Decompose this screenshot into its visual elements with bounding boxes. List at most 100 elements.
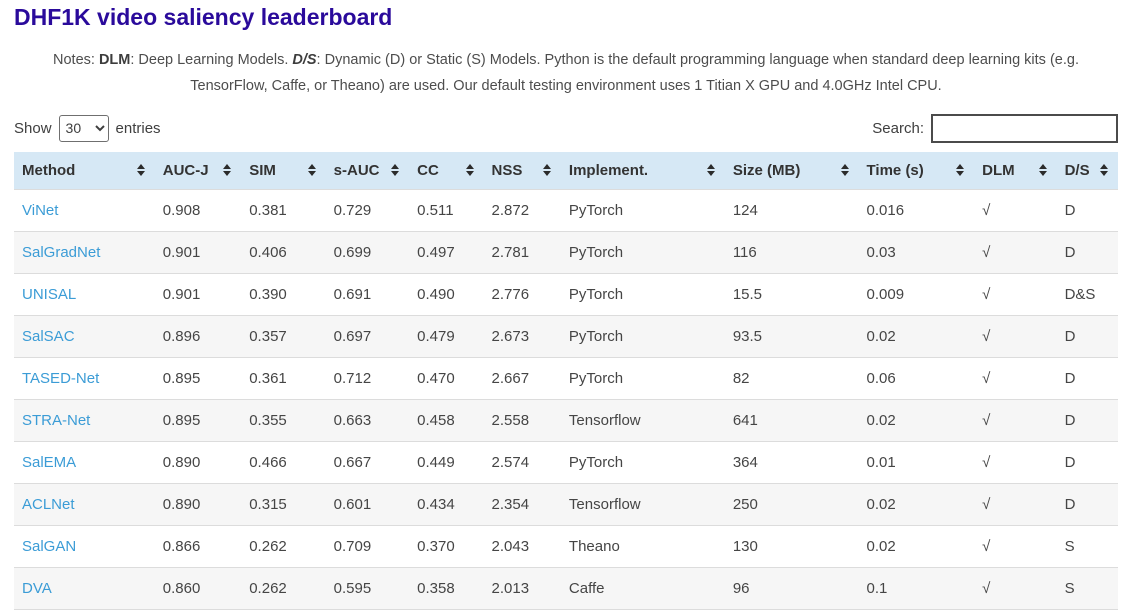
search-input[interactable] xyxy=(931,113,1118,143)
column-header-d-s[interactable]: D/S xyxy=(1056,152,1118,189)
notes-ds-term: D/S xyxy=(292,52,317,68)
cell-auc-j: 0.908 xyxy=(154,188,242,231)
cell-dlm: √ xyxy=(974,272,1057,315)
cell-implement: PyTorch xyxy=(560,230,725,273)
cell-d-s: D xyxy=(1056,398,1118,441)
column-header-dlm[interactable]: DLM xyxy=(974,152,1057,189)
cell-sim: 0.381 xyxy=(241,188,326,231)
notes-ds-desc: : Dynamic (D) or Static (S) Models. Pyth… xyxy=(190,52,1079,94)
column-header-method[interactable]: Method xyxy=(14,152,155,189)
sort-both-icon xyxy=(307,164,318,177)
column-header-s-auc[interactable]: s-AUC xyxy=(325,152,410,189)
cell-implement: Theano xyxy=(560,524,725,567)
notes-text: Notes: DLM: Deep Learning Models. D/S: D… xyxy=(14,47,1118,99)
method-link[interactable]: UNISAL xyxy=(22,285,77,303)
cell-implement: Tensorflow xyxy=(560,482,725,525)
column-header-cc[interactable]: CC xyxy=(409,152,484,189)
cell-d-s: D xyxy=(1056,356,1118,399)
column-header-sim[interactable]: SIM xyxy=(241,152,326,189)
table-row: ACLNet 0.890 0.315 0.601 0.434 2.354 Tensorflo… xyxy=(14,482,1118,525)
cell-time-s: 0.02 xyxy=(858,524,975,567)
cell-size-mb: 364 xyxy=(724,440,859,483)
method-link[interactable]: DVA xyxy=(22,579,52,597)
column-label: Implement. xyxy=(568,161,649,179)
cell-s-auc: 0.709 xyxy=(325,524,410,567)
cell-time-s: 0.01 xyxy=(858,440,975,483)
column-label: Time (s) xyxy=(866,161,924,179)
column-header-auc-j[interactable]: AUC-J xyxy=(154,152,242,189)
page-length-select[interactable]: 30 xyxy=(58,114,109,142)
cell-implement: PyTorch xyxy=(560,356,725,399)
cell-dlm: √ xyxy=(974,230,1057,273)
method-link[interactable]: ViNet xyxy=(22,201,59,219)
cell-size-mb: 96 xyxy=(724,566,859,609)
cell-dlm: √ xyxy=(974,356,1057,399)
column-label: Method xyxy=(22,161,76,179)
cell-implement: PyTorch xyxy=(560,440,725,483)
table-row: SalGAN 0.866 0.262 0.709 0.370 2.043 Theano 130… xyxy=(14,524,1118,567)
column-label: Size (MB) xyxy=(732,161,801,179)
method-link[interactable]: STRA-Net xyxy=(22,411,91,429)
method-link[interactable]: ACLNet xyxy=(22,495,75,513)
cell-cc: 0.370 xyxy=(409,524,484,567)
cell-nss: 2.354 xyxy=(483,482,561,525)
cell-sim: 0.406 xyxy=(241,230,326,273)
method-link[interactable]: SalSAC xyxy=(22,327,75,345)
table-row: SalGradNet 0.901 0.406 0.699 0.497 2.781 PyTor… xyxy=(14,230,1118,273)
cell-cc: 0.434 xyxy=(409,482,484,525)
cell-auc-j: 0.896 xyxy=(154,314,242,357)
column-header-time-s[interactable]: Time (s) xyxy=(858,152,975,189)
cell-method: UNISAL xyxy=(14,272,155,315)
method-link[interactable]: SalEMA xyxy=(22,453,77,471)
cell-d-s: D xyxy=(1056,188,1118,231)
cell-dlm: √ xyxy=(974,314,1057,357)
cell-sim: 0.357 xyxy=(241,314,326,357)
column-label: D/S xyxy=(1064,161,1090,179)
column-label: SIM xyxy=(249,161,276,179)
notes-prefix: Notes: xyxy=(53,52,99,68)
cell-auc-j: 0.890 xyxy=(154,482,242,525)
cell-implement: Caffe xyxy=(560,566,725,609)
cell-sim: 0.390 xyxy=(241,272,326,315)
cell-time-s: 0.02 xyxy=(858,398,975,441)
column-label: DLM xyxy=(982,161,1015,179)
cell-dlm: √ xyxy=(974,398,1057,441)
cell-implement: PyTorch xyxy=(560,272,725,315)
cell-s-auc: 0.691 xyxy=(325,272,410,315)
column-header-size-mb[interactable]: Size (MB) xyxy=(724,152,859,189)
table-row: SalEMA 0.890 0.466 0.667 0.449 2.574 PyTorch 36… xyxy=(14,440,1118,483)
cell-time-s: 0.016 xyxy=(858,188,975,231)
cell-time-s: 0.02 xyxy=(858,482,975,525)
method-link[interactable]: SalGAN xyxy=(22,537,77,555)
cell-method: SalSAC xyxy=(14,314,155,357)
cell-method: TASED-Net xyxy=(14,356,155,399)
table-header: Method AUC-J SIM s-AUC CC NSS Implement. Size (… xyxy=(14,152,1118,189)
cell-d-s: D xyxy=(1056,230,1118,273)
sort-both-icon xyxy=(465,164,476,177)
table-row: ViNet 0.908 0.381 0.729 0.511 2.872 PyTorch 124… xyxy=(14,188,1118,231)
table-row: STRA-Net 0.895 0.355 0.663 0.458 2.558 Tensorf… xyxy=(14,398,1118,441)
entries-label: entries xyxy=(115,119,161,137)
column-header-implement[interactable]: Implement. xyxy=(560,152,725,189)
cell-s-auc: 0.663 xyxy=(325,398,410,441)
cell-d-s: S xyxy=(1056,566,1118,609)
cell-s-auc: 0.729 xyxy=(325,188,410,231)
cell-dlm: √ xyxy=(974,440,1057,483)
cell-method: SalEMA xyxy=(14,440,155,483)
cell-size-mb: 15.5 xyxy=(724,272,859,315)
cell-cc: 0.449 xyxy=(409,440,484,483)
cell-auc-j: 0.866 xyxy=(154,524,242,567)
notes-dlm-term: DLM xyxy=(98,52,131,68)
cell-implement: Tensorflow xyxy=(560,398,725,441)
cell-size-mb: 82 xyxy=(724,356,859,399)
cell-cc: 0.458 xyxy=(409,398,484,441)
table-row: DVA 0.860 0.262 0.595 0.358 2.013 Caffe 96 0.1 √ S xyxy=(14,566,1118,609)
method-link[interactable]: SalGradNet xyxy=(22,243,101,261)
leaderboard-table: Method AUC-J SIM s-AUC CC NSS Implement. Size (… xyxy=(14,152,1118,610)
show-entries-control: Show 30 entries xyxy=(14,114,161,142)
column-header-nss[interactable]: NSS xyxy=(483,152,561,189)
method-link[interactable]: TASED-Net xyxy=(22,369,100,387)
sort-both-icon xyxy=(840,164,851,177)
cell-size-mb: 93.5 xyxy=(724,314,859,357)
cell-implement: PyTorch xyxy=(560,314,725,357)
